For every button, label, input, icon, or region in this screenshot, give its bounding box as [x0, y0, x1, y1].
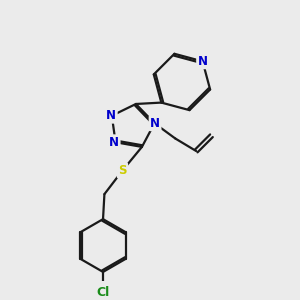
Text: S: S: [118, 164, 127, 177]
Text: N: N: [106, 109, 116, 122]
Text: Cl: Cl: [96, 286, 110, 299]
Text: N: N: [109, 136, 119, 149]
Text: N: N: [198, 55, 208, 68]
Text: N: N: [150, 117, 160, 130]
